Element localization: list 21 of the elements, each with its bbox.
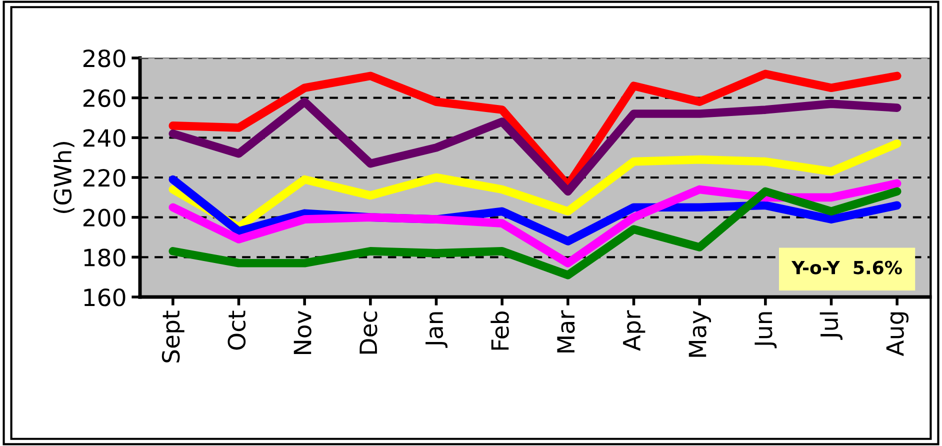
- y-tick-label: 280: [83, 49, 126, 68]
- y-axis-title: (GWh): [53, 142, 74, 213]
- y-tick-label: 220: [83, 168, 126, 187]
- x-tick-label: Nov: [294, 310, 312, 354]
- x-tick-label: Feb: [490, 311, 509, 350]
- y-tick-label: 240: [83, 129, 126, 147]
- y-tick-label: 160: [84, 288, 126, 306]
- x-tick-label: Mar: [557, 310, 575, 352]
- y-tick-label: 260: [83, 89, 126, 108]
- x-tick-label: Jan: [426, 312, 448, 348]
- x-tick-label: Sept: [162, 310, 184, 362]
- y-tick-label: 180: [84, 248, 126, 266]
- x-tick-label: Jul: [820, 312, 842, 340]
- x-tick-label: May: [688, 310, 712, 357]
- y-tick-label: 200: [83, 208, 126, 227]
- annotation: Y-o-Y 5.6%: [791, 260, 902, 274]
- x-tick-label: Dec: [360, 312, 378, 354]
- x-tick-label: Apr: [623, 310, 646, 351]
- x-tick-label: Oct: [228, 310, 246, 350]
- x-tick-label: Jun: [754, 312, 777, 348]
- x-tick-label: Aug: [886, 312, 909, 356]
